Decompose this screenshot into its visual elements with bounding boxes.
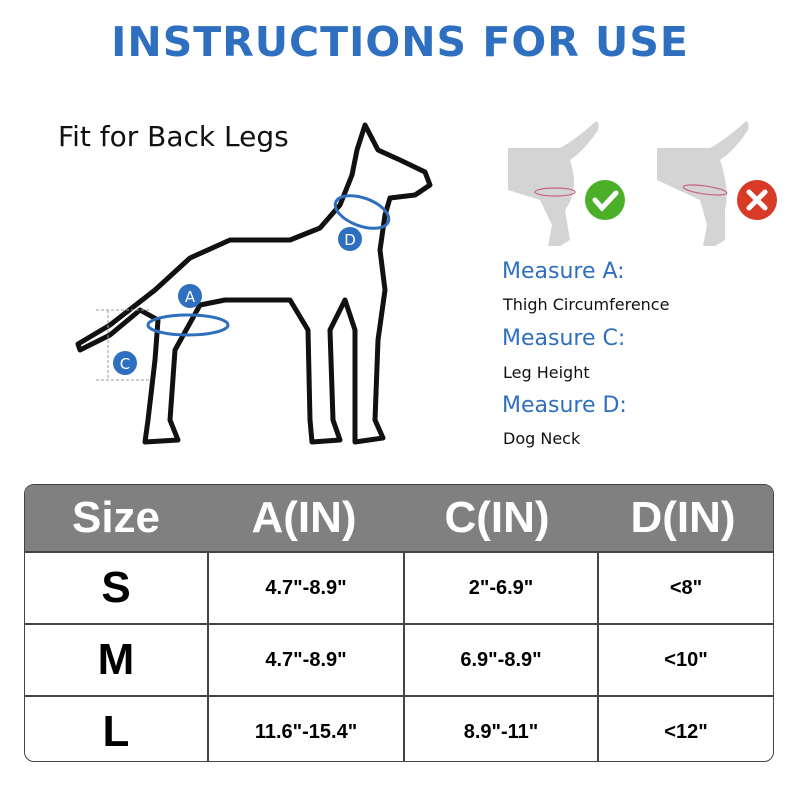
dog-outline (75, 122, 433, 445)
d-cell: <8" (597, 553, 773, 623)
size-table: Size A(IN) C(IN) D(IN) S 4.7"-8.9" 2"-6.… (24, 484, 774, 762)
c-cell: 6.9"-8.9" (403, 625, 597, 695)
thigh-measure-ring (146, 313, 230, 337)
diagram-caption: Fit for Back Legs (58, 120, 289, 153)
table-header: Size A(IN) C(IN) D(IN) (25, 485, 773, 551)
a-cell: 4.7"-8.9" (207, 625, 403, 695)
measure-d-description: Dog Neck (503, 429, 581, 448)
measure-c-label: Measure C: (502, 326, 626, 351)
header-c: C(IN) (444, 493, 550, 542)
size-cell: S (101, 563, 131, 612)
measure-c-description: Leg Height (503, 363, 590, 382)
table-row: S 4.7"-8.9" 2"-6.9" <8" (25, 551, 773, 623)
svg-text:A: A (185, 288, 196, 306)
header-a: A(IN) (251, 493, 357, 542)
size-cell: L (102, 707, 130, 756)
table-row: M 4.7"-8.9" 6.9"-8.9" <10" (25, 623, 773, 695)
dog-diagram: D A C (75, 121, 777, 445)
c-cell: 8.9"-11" (403, 697, 597, 761)
d-cell: <12" (597, 697, 773, 761)
measure-a-description: Thigh Circumference (503, 295, 670, 314)
c-cell: 2"-6.9" (403, 553, 597, 623)
marker-d: D (338, 227, 362, 251)
page-title: INSTRUCTIONS FOR USE (111, 18, 689, 66)
neck-measure-ring (333, 194, 391, 230)
a-cell: 11.6"-15.4" (207, 697, 403, 761)
correct-fit-example (508, 121, 625, 246)
svg-text:D: D (344, 231, 356, 249)
measure-d-label: Measure D: (502, 393, 627, 418)
marker-a: A (178, 284, 202, 308)
a-cell: 4.7"-8.9" (207, 553, 403, 623)
marker-c: C (113, 351, 137, 375)
incorrect-fit-example (657, 121, 777, 246)
header-size: Size (71, 493, 161, 542)
table-row: L 11.6"-15.4" 8.9"-11" <12" (25, 695, 773, 761)
d-cell: <10" (597, 625, 773, 695)
size-cell: M (97, 635, 135, 684)
check-icon (585, 180, 625, 220)
header-d: D(IN) (630, 493, 736, 542)
measure-a-label: Measure A: (502, 259, 625, 284)
svg-text:C: C (120, 355, 130, 373)
